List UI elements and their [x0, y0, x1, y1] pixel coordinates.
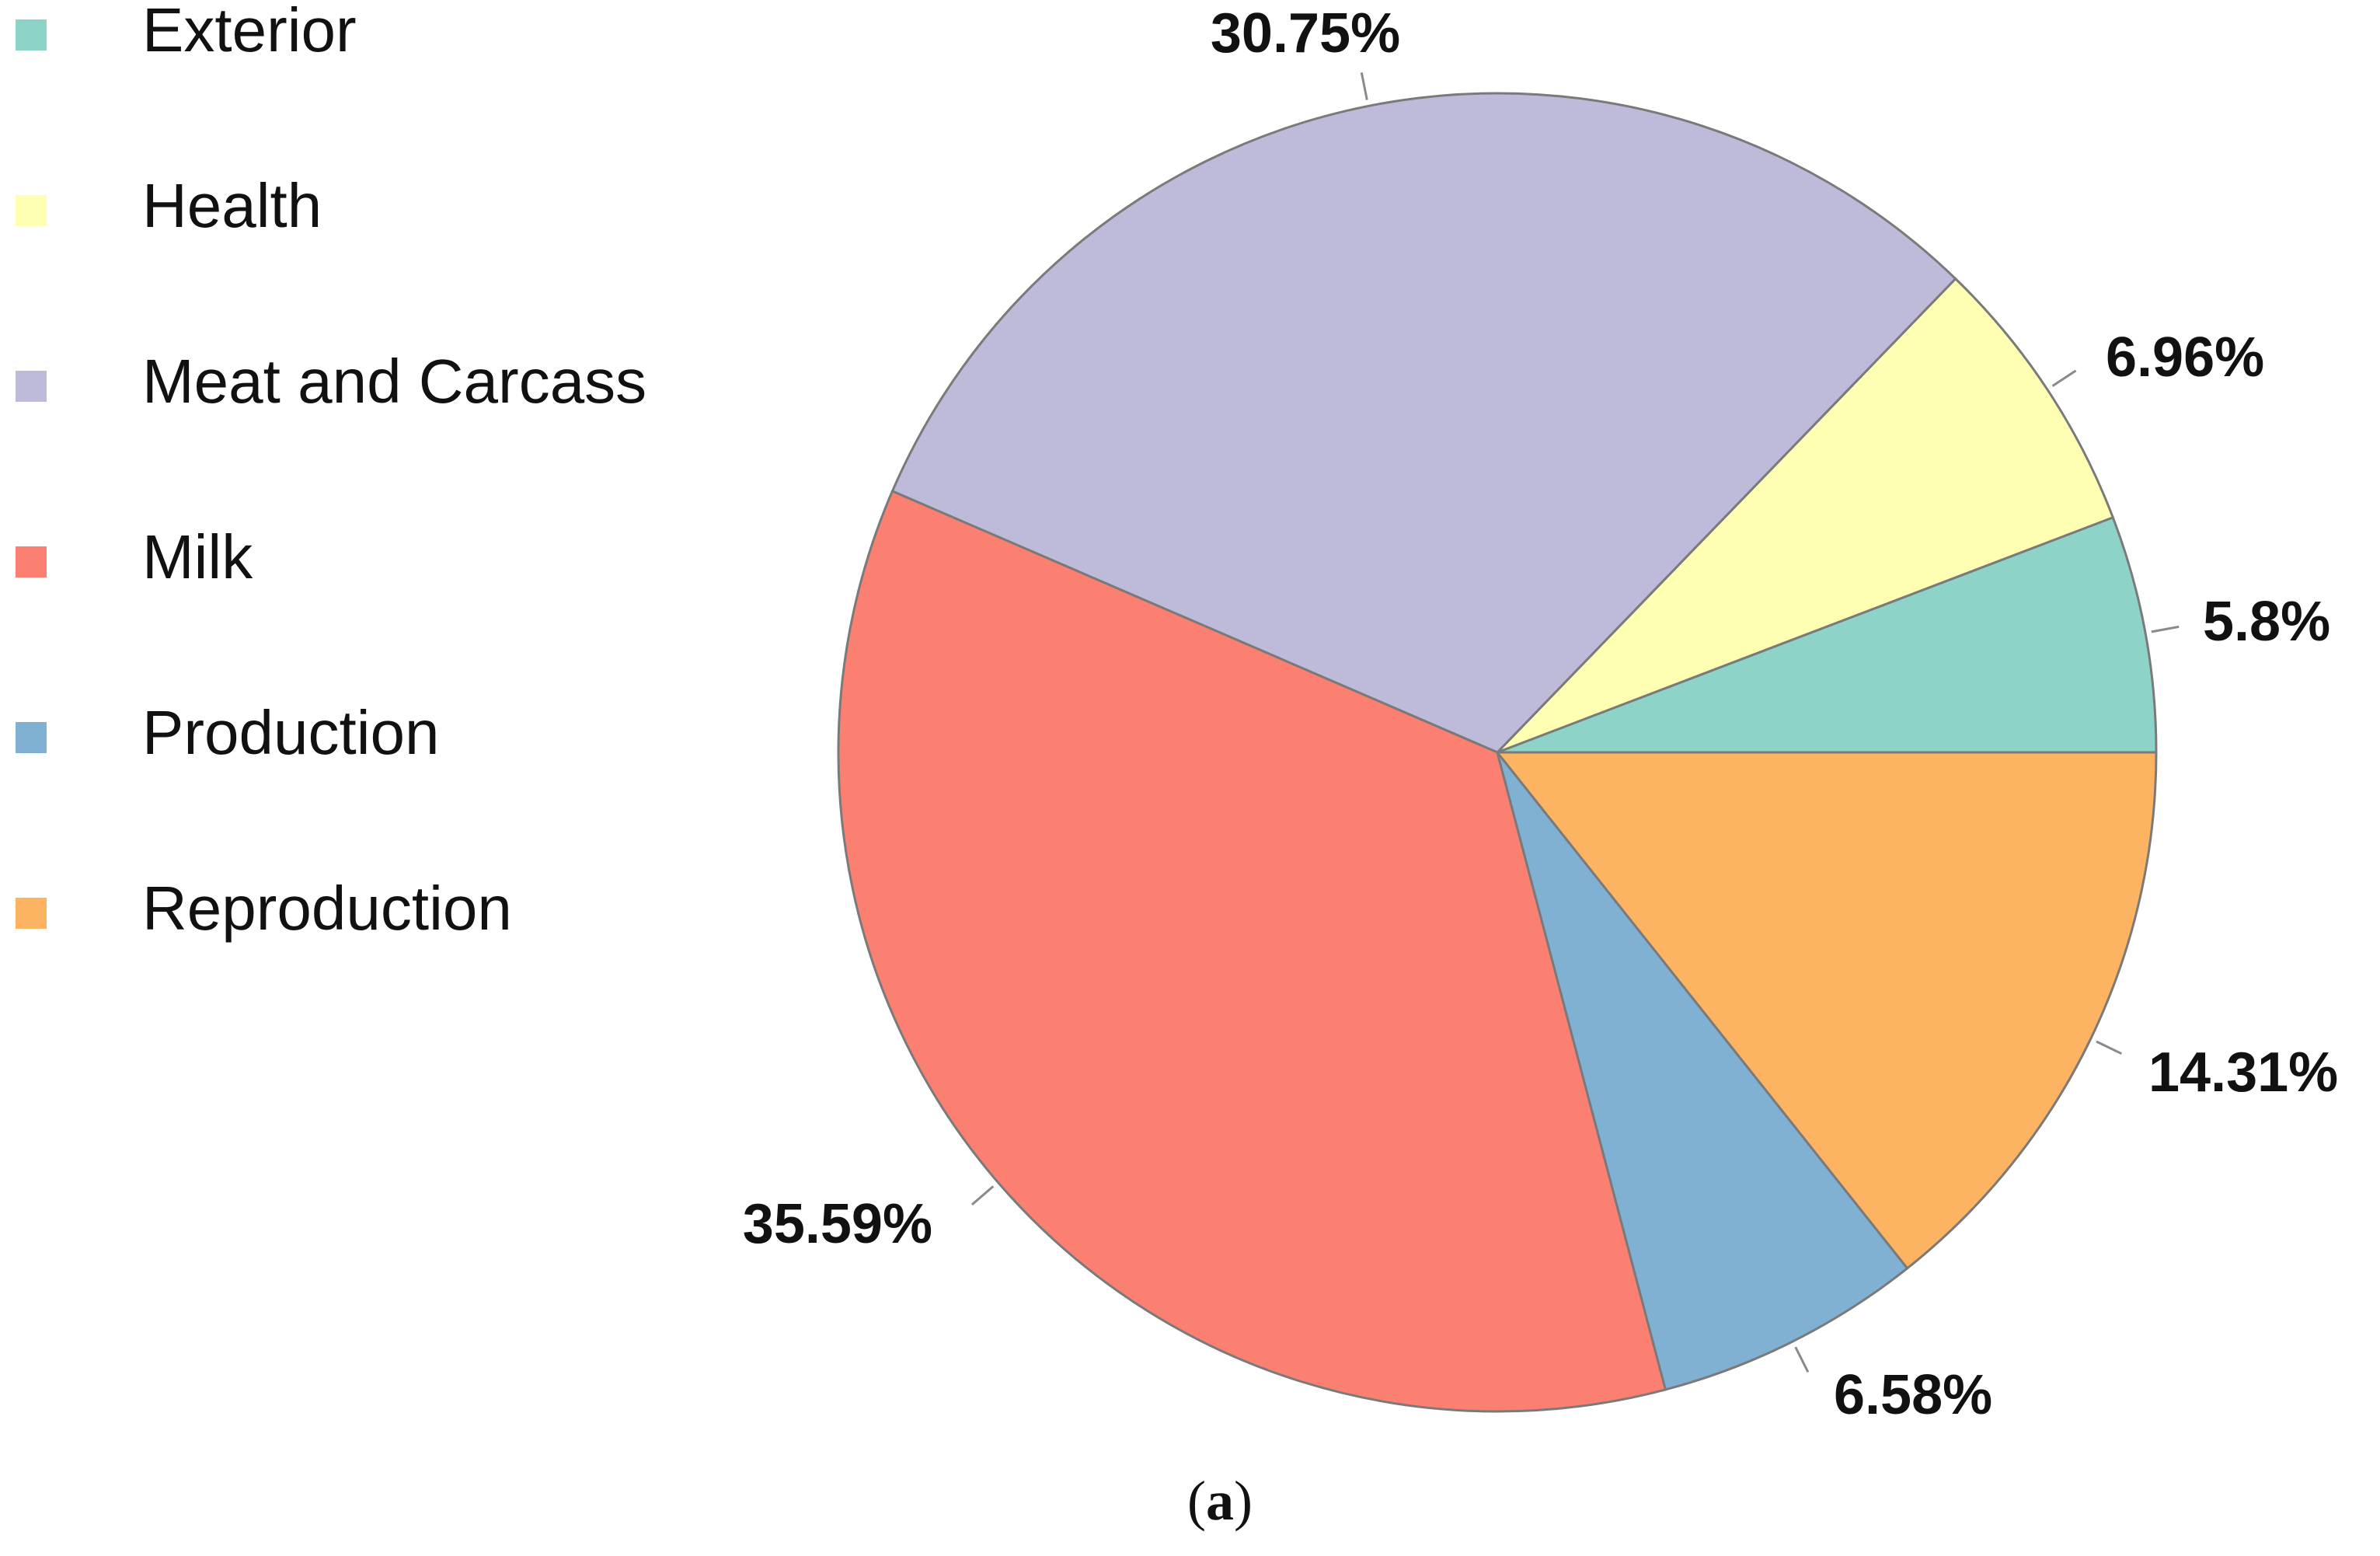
figure-caption: (a) — [1187, 1470, 1253, 1532]
legend-label-milk: Milk — [142, 522, 253, 591]
legend-swatch-health — [16, 195, 47, 226]
caption-letter: a — [1206, 1470, 1234, 1532]
legend-label-meat-and-carcass: Meat and Carcass — [142, 347, 646, 416]
pie-slice-production — [1496, 752, 1909, 1391]
leader-line-health — [2051, 369, 2077, 387]
leader-line-meat-and-carcass — [1360, 72, 1368, 100]
value-label-reproduction: 14.31% — [2148, 1041, 2338, 1104]
value-label-health: 6.96% — [2106, 326, 2264, 389]
pie-slice-reproduction — [1494, 751, 2158, 1270]
value-label-exterior: 5.8% — [2203, 591, 2330, 653]
label-leader-lines — [970, 72, 2180, 1373]
value-label-meat-and-carcass: 30.75% — [1211, 2, 1400, 65]
pie-slice-health — [1496, 277, 2115, 754]
legend-swatch-reproduction — [16, 898, 47, 929]
legend-swatch-meat-and-carcass — [16, 371, 47, 402]
chart-legend: Exterior Health Meat and Carcass Milk Produc… — [16, 0, 646, 943]
legend-swatch-production — [16, 722, 47, 753]
pie-slice-exterior — [1497, 515, 2158, 754]
pie-slice-meat-and-carcass — [890, 92, 1957, 754]
value-label-milk: 35.59% — [743, 1193, 932, 1255]
legend-label-exterior: Exterior — [142, 0, 357, 65]
leader-line-reproduction — [2096, 1040, 2123, 1055]
leader-line-milk — [970, 1185, 995, 1206]
pie-slice-milk — [837, 489, 1667, 1413]
legend-label-production: Production — [142, 698, 439, 767]
legend-label-reproduction: Reproduction — [142, 874, 512, 943]
leader-line-production — [1794, 1346, 1810, 1373]
legend-label-health: Health — [142, 171, 322, 240]
slice-value-labels: 5.8% 6.96% 30.75% 35.59% 6.58% 14.31% — [743, 2, 2338, 1426]
pie-slices — [837, 92, 2158, 1413]
legend-swatch-exterior — [16, 19, 47, 51]
caption-close: ) — [1234, 1470, 1253, 1532]
caption-open: ( — [1187, 1470, 1206, 1532]
leader-line-exterior — [2151, 625, 2180, 633]
legend-swatch-milk — [16, 546, 47, 577]
value-label-production: 6.58% — [1834, 1364, 1992, 1426]
